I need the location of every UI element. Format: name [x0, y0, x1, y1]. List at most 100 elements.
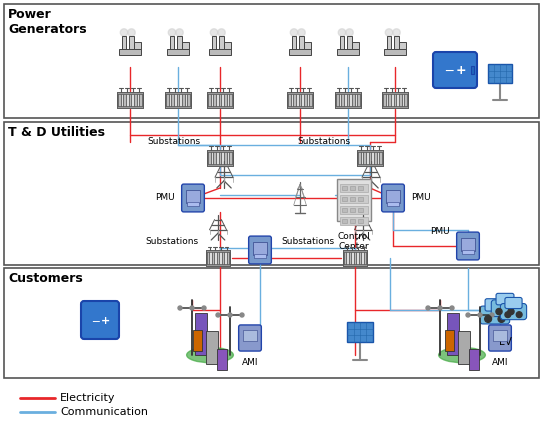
Circle shape	[466, 313, 470, 317]
Bar	[353, 251, 356, 265]
Circle shape	[178, 306, 182, 310]
Circle shape	[496, 309, 502, 315]
Bar	[122, 36, 127, 51]
Circle shape	[291, 29, 298, 36]
Bar	[369, 151, 371, 165]
FancyBboxPatch shape	[182, 184, 204, 212]
Bar	[140, 93, 142, 107]
Bar	[384, 49, 406, 55]
Bar	[388, 93, 391, 107]
FancyBboxPatch shape	[480, 306, 510, 324]
Bar	[207, 106, 232, 108]
Text: Communication: Communication	[60, 407, 148, 417]
Circle shape	[338, 29, 346, 36]
Bar	[336, 93, 338, 107]
Circle shape	[450, 306, 454, 310]
Text: Substations: Substations	[145, 237, 198, 247]
Bar	[348, 322, 372, 342]
Text: Substations: Substations	[297, 138, 350, 147]
Bar	[134, 93, 137, 107]
Bar	[357, 150, 383, 166]
FancyBboxPatch shape	[81, 301, 119, 339]
Bar	[460, 238, 475, 251]
Bar	[357, 164, 383, 166]
Bar	[299, 36, 304, 51]
Bar	[182, 93, 185, 107]
Text: Substations: Substations	[282, 237, 335, 247]
Bar	[166, 92, 191, 94]
Bar	[166, 106, 191, 108]
Bar	[336, 92, 361, 108]
Bar	[129, 93, 131, 107]
Bar	[4, 268, 539, 378]
Text: Power
Generators: Power Generators	[8, 8, 87, 36]
Bar	[219, 93, 222, 107]
Bar	[358, 151, 361, 165]
Bar	[4, 4, 539, 118]
Bar	[177, 36, 182, 51]
Bar	[382, 92, 408, 108]
Circle shape	[228, 313, 232, 317]
Bar	[350, 197, 355, 201]
Bar	[129, 36, 134, 51]
Bar	[186, 190, 200, 203]
FancyBboxPatch shape	[433, 52, 477, 88]
Bar	[219, 151, 222, 165]
Bar	[227, 251, 230, 265]
Bar	[357, 150, 383, 152]
Bar	[171, 93, 174, 107]
Bar	[287, 92, 313, 108]
Bar	[123, 93, 126, 107]
FancyBboxPatch shape	[505, 297, 522, 309]
Text: T & D Utilities: T & D Utilities	[8, 126, 105, 139]
FancyBboxPatch shape	[489, 325, 512, 351]
Circle shape	[505, 312, 511, 318]
Bar	[187, 202, 199, 206]
Bar	[348, 36, 352, 51]
Bar	[336, 106, 361, 108]
Bar	[224, 42, 231, 49]
Bar	[336, 92, 361, 94]
Bar	[349, 251, 351, 265]
Bar	[213, 151, 216, 165]
Bar	[293, 93, 296, 107]
Circle shape	[426, 306, 430, 310]
Text: Electricity: Electricity	[60, 393, 116, 403]
Bar	[394, 36, 399, 51]
Bar	[359, 251, 362, 265]
Text: PMU: PMU	[411, 194, 431, 203]
Bar	[340, 195, 368, 203]
Bar	[386, 190, 400, 203]
Bar	[182, 42, 190, 49]
Bar	[207, 150, 232, 166]
Bar	[289, 49, 311, 55]
Bar	[350, 219, 355, 223]
Bar	[206, 250, 230, 253]
Bar	[394, 93, 396, 107]
Bar	[118, 93, 121, 107]
Text: Control
Center: Control Center	[338, 232, 370, 251]
Bar	[340, 206, 368, 214]
Bar	[343, 263, 367, 266]
Bar	[219, 36, 224, 51]
Bar	[166, 92, 191, 108]
Bar	[405, 93, 407, 107]
Bar	[346, 93, 349, 107]
Bar	[230, 151, 232, 165]
Circle shape	[298, 29, 305, 36]
Bar	[383, 93, 386, 107]
Bar	[117, 92, 143, 94]
Text: AMI: AMI	[242, 358, 258, 367]
Bar	[350, 186, 355, 190]
Circle shape	[438, 306, 442, 310]
Bar	[217, 251, 219, 265]
FancyBboxPatch shape	[249, 236, 272, 264]
Circle shape	[240, 313, 244, 317]
Bar	[208, 93, 211, 107]
Circle shape	[346, 29, 353, 36]
Bar	[207, 164, 232, 166]
FancyBboxPatch shape	[485, 299, 504, 311]
Ellipse shape	[187, 347, 233, 363]
Bar	[176, 93, 179, 107]
Bar	[292, 36, 296, 51]
